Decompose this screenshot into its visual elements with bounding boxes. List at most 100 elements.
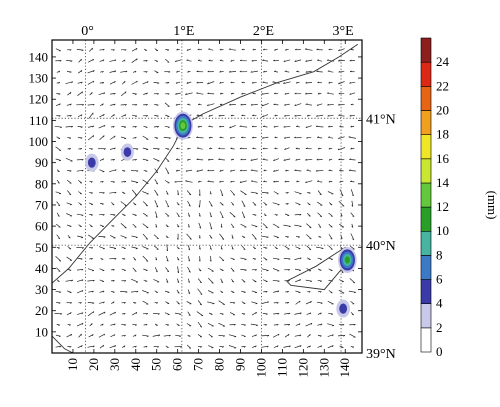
wind-vector <box>350 233 355 241</box>
wind-vector-head <box>91 247 94 249</box>
wind-vector <box>154 104 159 106</box>
wind-vector-head <box>354 292 356 294</box>
wind-vector <box>164 312 170 315</box>
wind-vector-head <box>288 324 291 326</box>
x-tick-label: 30 <box>107 358 122 371</box>
wind-vector-head <box>103 236 106 238</box>
wind-vector <box>142 147 149 150</box>
wind-vector-head <box>256 324 258 327</box>
wind-vector <box>109 235 116 239</box>
wind-vector <box>262 114 269 118</box>
wind-vector <box>262 159 268 161</box>
wind-vector-head <box>262 81 265 83</box>
wind-vector-head <box>156 104 159 106</box>
y-tick-label: 60 <box>35 219 48 234</box>
wind-vector <box>273 191 279 195</box>
wind-vector <box>121 268 126 271</box>
wind-vector-head <box>135 312 138 314</box>
wind-vector-head <box>80 114 83 117</box>
wind-vector <box>154 115 159 117</box>
wind-vector-head <box>274 147 277 149</box>
wind-vector-head <box>81 91 83 94</box>
wind-vector-head <box>276 345 279 348</box>
wind-vector-head <box>229 169 232 172</box>
wind-vector <box>56 267 61 272</box>
wind-vector <box>56 179 60 184</box>
wind-vector-head <box>69 148 71 150</box>
wind-vector <box>273 125 279 128</box>
wind-vector-head <box>59 260 61 262</box>
wind-vector-head <box>232 226 235 228</box>
wind-vector-head <box>350 125 353 128</box>
wind-vector <box>110 114 115 118</box>
wind-vector-head <box>286 236 289 238</box>
wind-vector-head <box>166 249 168 252</box>
wind-vector-head <box>243 216 245 219</box>
wind-vector <box>142 300 149 305</box>
wind-vector-head <box>299 257 302 260</box>
wind-vector <box>120 223 127 229</box>
wind-vector-head <box>134 70 137 73</box>
wind-vector-head <box>328 169 331 171</box>
wind-vector-head <box>295 158 298 161</box>
wind-vector <box>317 59 323 62</box>
wind-vector-head <box>219 103 222 105</box>
wind-vector <box>305 103 312 106</box>
colorbar-tick-label: 22 <box>436 78 449 93</box>
wind-vector <box>187 212 191 217</box>
wind-vector <box>153 279 160 283</box>
colorbar-swatches <box>420 37 432 353</box>
colorbar-tick-label: 20 <box>436 103 449 118</box>
wind-vector <box>349 278 356 284</box>
wind-vector <box>88 112 94 119</box>
wind-vector-head <box>114 59 117 62</box>
wind-vector-head <box>157 313 160 315</box>
colorbar-tick-label: 24 <box>436 54 450 69</box>
precip-contour <box>344 256 350 264</box>
wind-vector-head <box>297 236 300 238</box>
wind-vector <box>239 180 247 183</box>
wind-vector <box>272 279 280 282</box>
wind-vector-head <box>340 237 343 240</box>
wind-vector <box>231 201 235 206</box>
wind-vector <box>109 246 117 249</box>
wind-vector <box>165 157 170 162</box>
wind-vector <box>250 104 258 106</box>
wind-vector-head <box>350 103 353 105</box>
wind-vector <box>230 148 235 150</box>
wind-vector-head <box>114 258 117 260</box>
wind-vector <box>197 278 202 284</box>
wind-vector-head <box>254 238 257 240</box>
wind-vector-head <box>134 270 137 272</box>
x-grid-tick-labels: 10 20 30 40 50 60 70 80 90 100 110 120 130 140 <box>65 358 352 378</box>
wind-vector-head <box>209 259 212 262</box>
wind-vector-head <box>158 334 161 337</box>
wind-vector-head <box>102 103 104 106</box>
wind-vector-head <box>200 293 203 295</box>
wind-vector-head <box>71 81 74 84</box>
wind-vector-head <box>240 103 243 106</box>
wind-vector-head <box>187 70 189 73</box>
wind-vector-head <box>187 103 190 105</box>
wind-vector-head <box>176 70 178 73</box>
wind-vector <box>185 92 193 95</box>
wind-vector <box>208 48 214 51</box>
wind-vector <box>241 235 246 238</box>
wind-vector-head <box>70 92 72 95</box>
wind-vector <box>55 255 62 262</box>
wind-vector <box>132 158 137 161</box>
wind-vector-head <box>177 215 180 217</box>
map-frame <box>51 39 363 354</box>
wind-vector <box>239 125 248 128</box>
wind-vector-head <box>167 126 170 128</box>
wind-vector <box>132 223 137 228</box>
wind-vector-head <box>123 302 126 304</box>
wind-vector-head <box>70 334 73 336</box>
wind-vector-head <box>351 225 354 228</box>
wind-vector-head <box>146 81 149 83</box>
wind-vector <box>337 147 346 151</box>
wind-vector <box>230 223 235 228</box>
wind-vector-head <box>188 248 191 251</box>
wind-vector-head <box>124 114 127 117</box>
wind-vector <box>273 313 280 315</box>
